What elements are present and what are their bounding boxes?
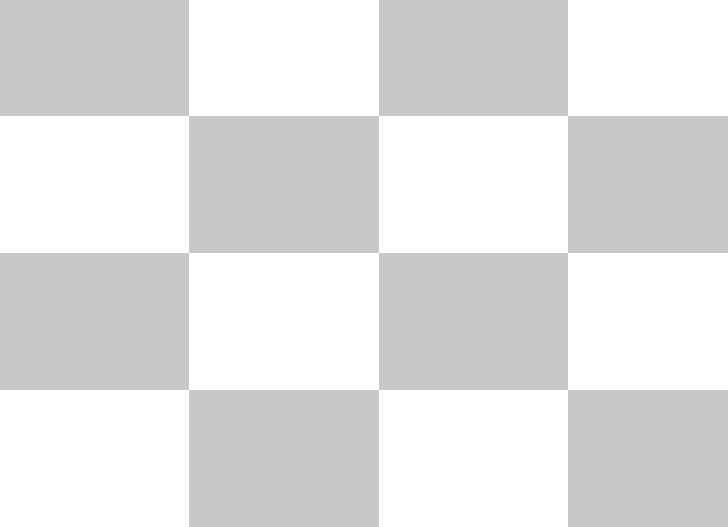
Text: $VT2$: $VT2$ [442, 260, 485, 282]
Bar [4, 33, 579, 523]
Text: $V_{CC}$: $V_{CC}$ [36, 38, 79, 64]
Text: $GND$: $GND$ [30, 431, 82, 453]
Text: $Q$: $Q$ [655, 184, 675, 210]
Circle shape [261, 211, 349, 299]
Text: $B$: $B$ [14, 324, 30, 346]
Text: $VT1$: $VT1$ [210, 227, 253, 248]
Circle shape [447, 294, 523, 370]
Text: $R2$: $R2$ [459, 113, 488, 135]
Text: $R1$: $R1$ [253, 113, 283, 135]
Text: $A$: $A$ [13, 298, 30, 320]
